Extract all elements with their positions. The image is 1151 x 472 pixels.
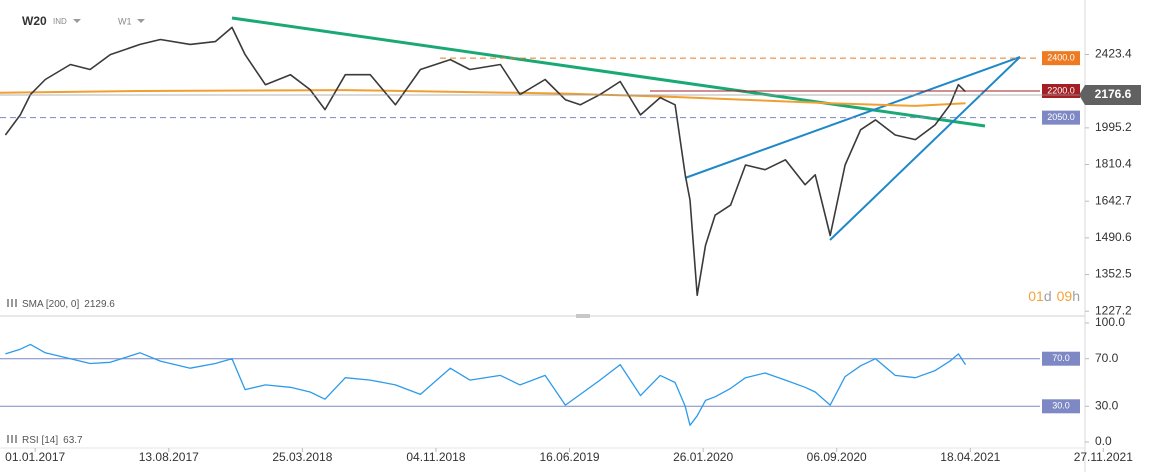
timer-part: 09 [1057,288,1073,304]
level-label: 2050.0 [1047,112,1075,122]
timer-part: 01 [1028,288,1044,304]
y-tick-label: 1995.2 [1095,120,1132,134]
y-tick-label: 100.0 [1095,315,1125,329]
bar-timer: 01d 09h [1028,288,1080,304]
level-label: 70.0 [1052,353,1070,363]
x-tick-label: 18.04.2021 [940,450,1000,464]
timer-part: d [1044,288,1052,304]
x-tick-label: 25.03.2018 [272,450,332,464]
x-tick-label: 27.11.2021 [1074,450,1133,464]
panel-handle[interactable] [576,314,590,318]
wedge-line[interactable] [829,56,1021,241]
y-tick-label: 1490.6 [1095,230,1132,244]
level-label: 30.0 [1052,401,1070,411]
sma-legend: SMA [200, 0] 2129.6 [7,299,115,310]
legend-icon [15,299,17,307]
x-tick-label: 13.08.2017 [139,450,199,464]
y-tick-label: 70.0 [1095,351,1119,365]
x-tick-label: 06.09.2020 [807,450,867,464]
legend-icon [7,435,9,443]
last-price-label: 2176.6 [1095,87,1132,101]
legend-icon [11,299,13,307]
level-box [1042,399,1080,414]
legend-icon [11,435,13,443]
level-box [1042,351,1080,366]
legend-value: 2129.6 [84,299,115,310]
price-box [1079,85,1141,106]
y-tick-label: 2423.4 [1095,47,1132,61]
legend-text: RSI [14] 63.7 [22,435,83,446]
legend-icon [15,435,17,443]
legend-value: 63.7 [63,435,83,446]
x-tick-label: 16.06.2019 [540,450,600,464]
y-tick-label: 0.0 [1095,434,1112,448]
x-tick-label: 26.01.2020 [673,450,733,464]
level-label: 2400.0 [1047,53,1075,63]
level-box [1042,110,1080,125]
legend-text: SMA [200, 0] 2129.6 [22,299,115,310]
trend-line[interactable] [231,16,986,128]
dropdown-arrow[interactable] [137,19,145,23]
x-tick-label: 04.11.2018 [406,450,465,464]
y-tick-label: 30.0 [1095,398,1119,412]
y-tick-label: 1352.5 [1095,267,1132,281]
level-label: 2200.0 [1047,85,1075,95]
rsi-line [5,343,967,426]
timer-part: h [1072,288,1080,304]
dropdown-arrow[interactable] [73,19,81,23]
instrument-type: IND [53,17,67,26]
y-tick-label: 1227.2 [1095,303,1132,317]
level-box [1042,83,1080,98]
y-tick-label: 1642.7 [1095,193,1132,207]
rsi-legend: RSI [14] 63.7 [7,435,83,446]
level-box [1042,51,1080,66]
price-line [4,26,967,297]
y-tick-label: 1810.4 [1095,157,1132,171]
instrument-name[interactable]: W20 [22,14,47,28]
legend-name: SMA [200, 0] [22,299,79,310]
x-tick-label: 01.01.2017 [5,450,65,464]
interval[interactable]: W1 [118,16,132,26]
legend-icon [7,299,9,307]
legend-name: RSI [14] [22,435,58,446]
